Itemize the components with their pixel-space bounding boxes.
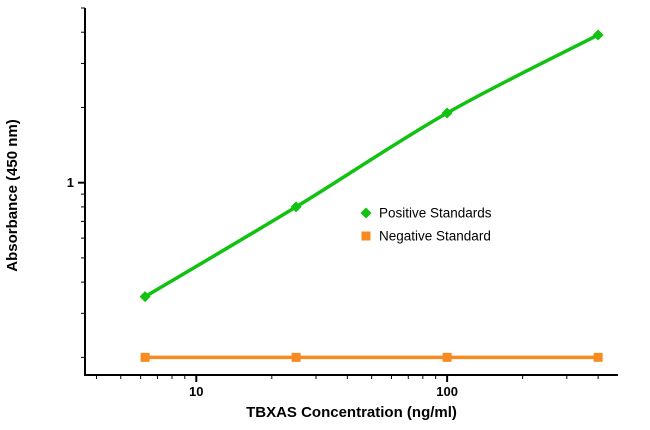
- data-point-square-negative-standard: [291, 352, 301, 362]
- data-point-diamond-positive-standards: [290, 201, 302, 213]
- data-point-diamond-positive-standards: [441, 107, 453, 119]
- legend-item-0: Positive Standards: [360, 206, 492, 221]
- data-point-square-negative-standard: [593, 352, 603, 362]
- series-line-positive-standards: [143, 33, 600, 299]
- legend-label: Negative Standard: [379, 229, 491, 244]
- x-axis-title: TBXAS Concentration (ng/ml): [246, 404, 457, 421]
- data-point-square-negative-standard: [140, 352, 150, 362]
- legend-label: Positive Standards: [379, 206, 492, 221]
- y-axis-title: Absorbance (450 nm): [4, 119, 21, 272]
- x-tick-label: 10: [189, 384, 203, 399]
- data-point-diamond-positive-standards: [139, 291, 151, 303]
- x-tick-label: 100: [436, 384, 458, 399]
- legend-marker-square: [361, 231, 371, 241]
- legend-item-1: Negative Standard: [361, 229, 491, 244]
- data-point-square-negative-standard: [442, 352, 452, 362]
- data-point-diamond-positive-standards: [592, 29, 604, 41]
- y-tick-label: 1: [67, 175, 74, 190]
- legend-marker-diamond: [360, 207, 372, 219]
